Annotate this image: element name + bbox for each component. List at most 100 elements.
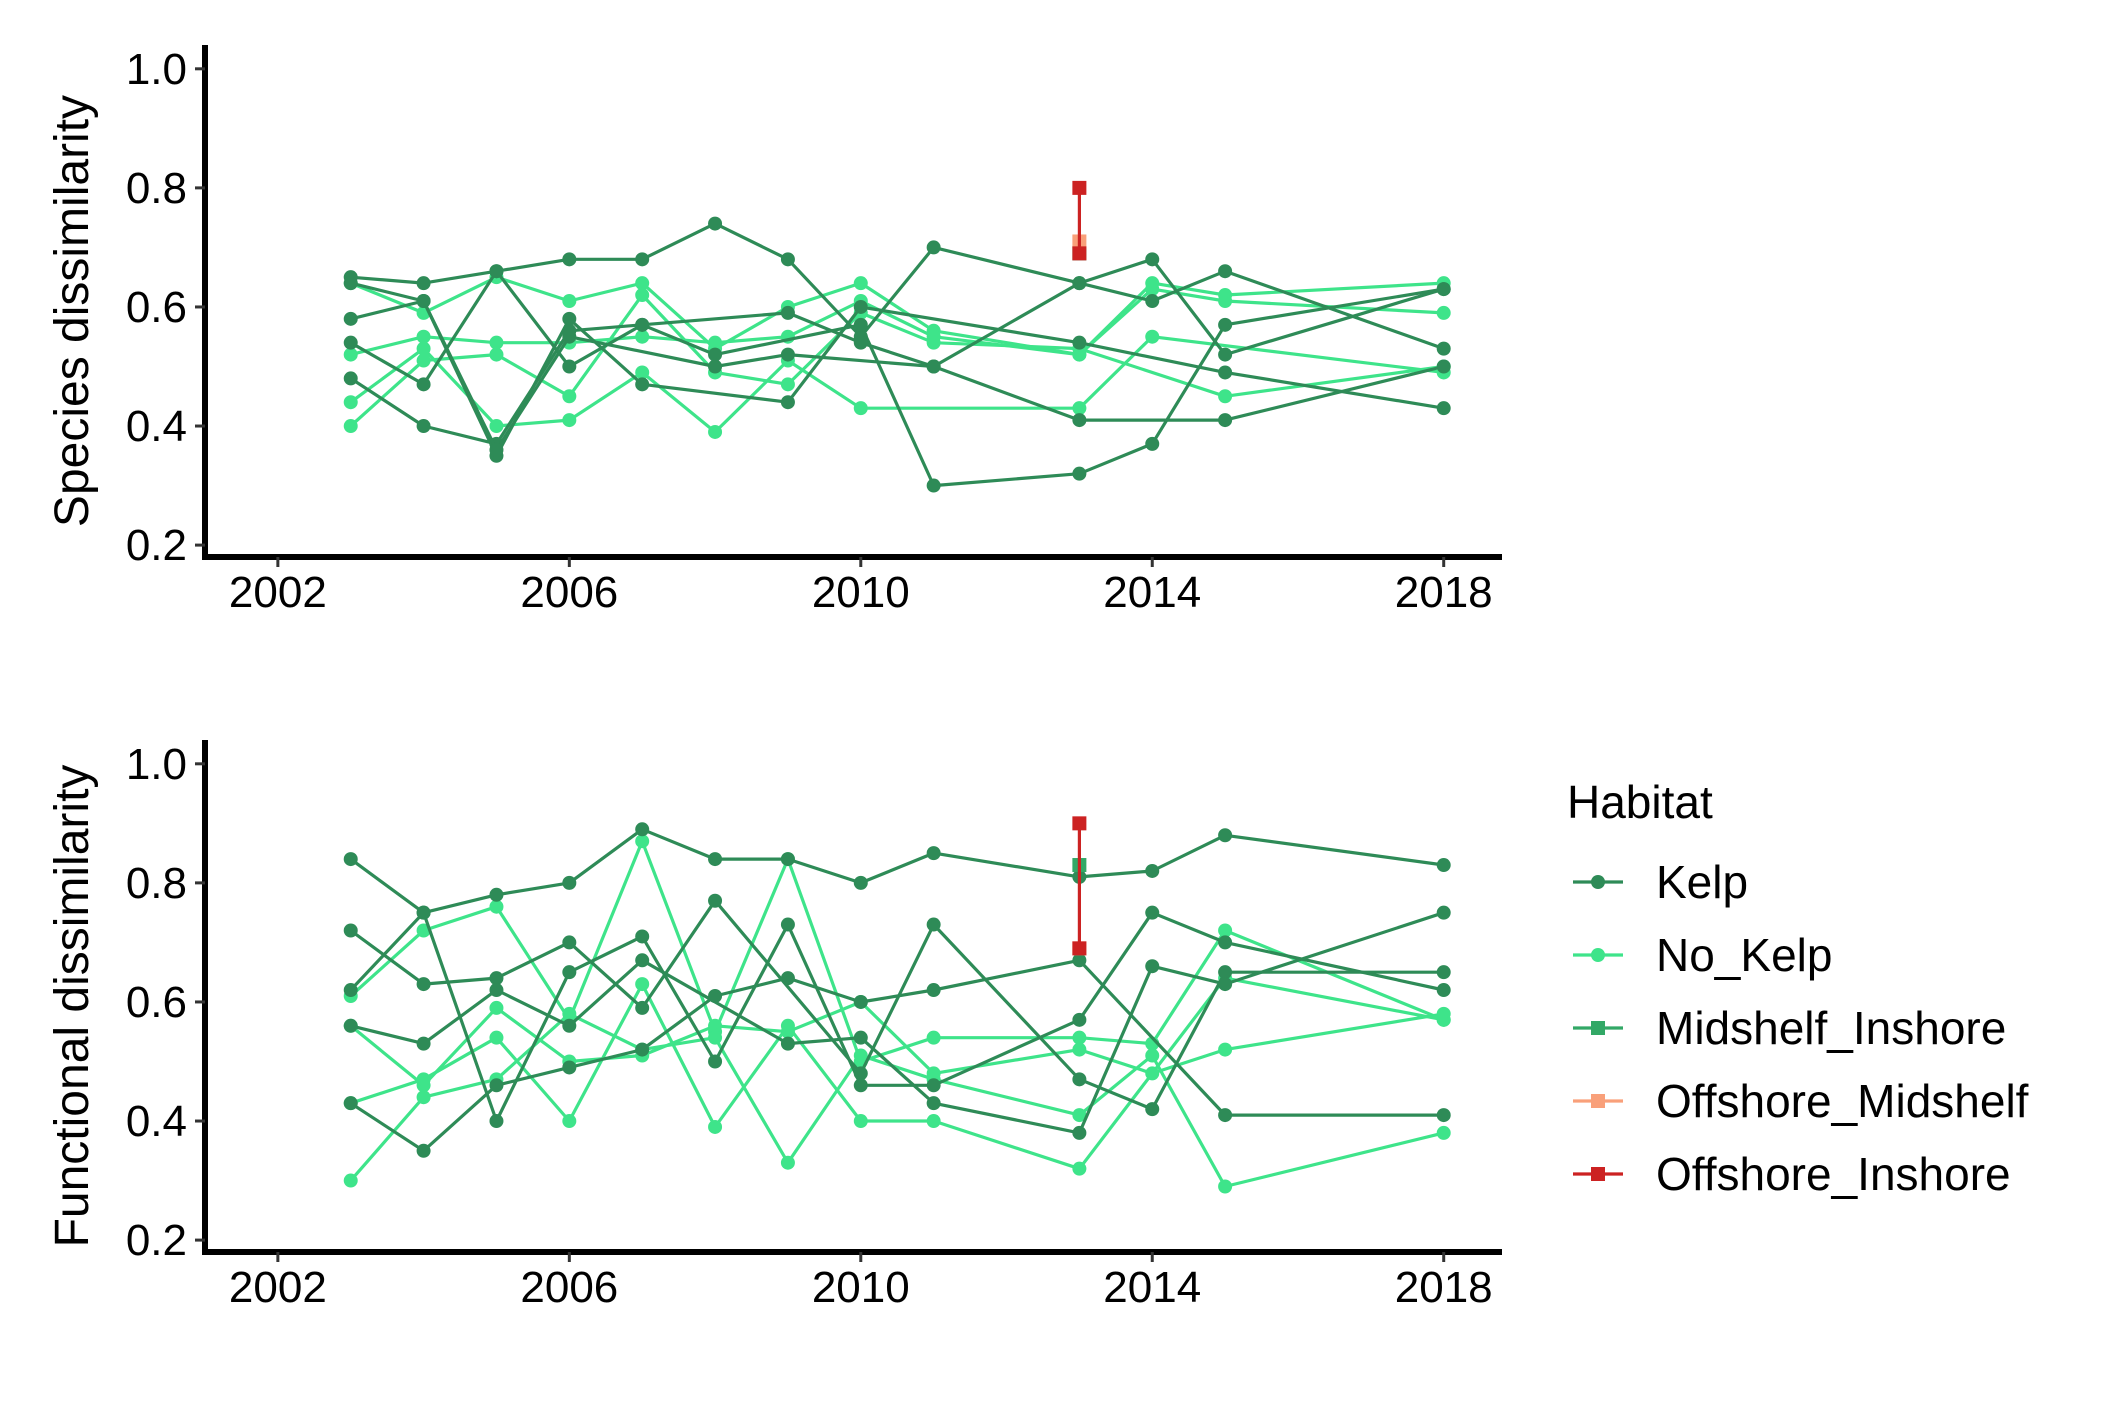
- data-point: [489, 1114, 504, 1129]
- data-point: [780, 917, 795, 932]
- data-point: [853, 276, 868, 291]
- data-point: [780, 305, 795, 320]
- data-point: [926, 983, 941, 998]
- data-point: [489, 419, 504, 434]
- data-point: [489, 887, 504, 902]
- data-point: [416, 1143, 431, 1158]
- data-point: [343, 852, 358, 867]
- data-point: [562, 965, 577, 980]
- data-point: [708, 335, 723, 350]
- data-point: [1218, 413, 1233, 428]
- series-kelp-0: [343, 822, 1451, 920]
- data-point: [780, 1018, 795, 1033]
- data-point: [343, 923, 358, 938]
- data-point: [343, 371, 358, 386]
- data-point: [489, 899, 504, 914]
- data-point: [1218, 294, 1233, 308]
- data-point: [1218, 1108, 1233, 1123]
- data-point: [416, 977, 431, 992]
- data-point: [1436, 401, 1451, 416]
- data-point: [926, 1030, 941, 1045]
- data-point: [708, 1018, 723, 1033]
- data-point: [1436, 282, 1451, 297]
- data-point: [635, 276, 650, 291]
- data-point: [853, 1114, 868, 1129]
- data-point: [1072, 1030, 1087, 1045]
- data-point: [708, 347, 723, 362]
- series-line: [349, 1000, 1444, 1087]
- data-point: [926, 917, 941, 932]
- data-point: [853, 317, 868, 332]
- data-point: [1218, 965, 1233, 980]
- x-tick-label: 2018: [1395, 568, 1493, 617]
- data-point: [926, 478, 941, 493]
- data-point: [853, 1078, 868, 1093]
- series-line: [349, 899, 1444, 1111]
- legend-label: No_Kelp: [1656, 929, 1832, 981]
- data-point: [489, 264, 504, 279]
- data-point: [780, 971, 795, 986]
- data-point: [416, 1072, 431, 1087]
- y-tick-label: 0.6: [126, 283, 187, 332]
- legend-label: Midshelf_Inshore: [1656, 1002, 2006, 1054]
- data-point: [708, 1054, 723, 1069]
- series-offshore-inshore-11: [1072, 180, 1087, 261]
- data-point: [1072, 466, 1087, 481]
- data-point: [416, 1036, 431, 1051]
- data-point: [635, 929, 650, 944]
- series-line: [349, 958, 1444, 1153]
- legend-item-offshore-inshore: Offshore_Inshore: [1573, 1148, 2011, 1200]
- data-point: [853, 401, 868, 416]
- data-point: [926, 359, 941, 374]
- data-point: [1072, 1125, 1087, 1140]
- series-line: [349, 269, 1444, 488]
- series-kelp-2: [343, 264, 1451, 493]
- data-point: [853, 299, 868, 314]
- data-point: [416, 377, 431, 392]
- data-point: [926, 240, 941, 255]
- data-point: [1145, 1048, 1160, 1063]
- data-point: [635, 1042, 650, 1057]
- data-point: [562, 294, 577, 308]
- data-point: [562, 252, 577, 267]
- series-line: [350, 299, 1444, 458]
- data-point: [1145, 282, 1160, 297]
- legend-item-offshore-midshelf: Offshore_Midshelf: [1573, 1075, 2029, 1127]
- data-point: [1072, 180, 1087, 195]
- legend-item-midshelf-inshore: Midshelf_Inshore: [1573, 1002, 2006, 1054]
- y-tick-label: 0.4: [126, 1097, 187, 1146]
- data-point: [343, 1096, 358, 1111]
- series-line: [349, 293, 1444, 428]
- data-point: [635, 822, 650, 837]
- data-point: [343, 311, 358, 326]
- data-point: [1218, 923, 1233, 938]
- data-point: [562, 1060, 577, 1075]
- y-tick-label: 0.8: [126, 164, 187, 213]
- series-kelp-2: [343, 905, 1451, 1129]
- data-point: [1218, 264, 1233, 279]
- data-point: [926, 335, 941, 350]
- x-tick-label: 2006: [520, 1263, 618, 1312]
- data-point: [853, 1030, 868, 1045]
- series-kelp-3: [343, 905, 1451, 1140]
- data-point: [416, 419, 431, 434]
- series-line: [350, 287, 1444, 357]
- data-point: [1436, 359, 1451, 374]
- data-point: [853, 875, 868, 890]
- data-point: [926, 1096, 941, 1111]
- data-point: [1436, 965, 1451, 980]
- data-point: [416, 276, 431, 291]
- data-point: [562, 1006, 577, 1021]
- legend-label: Kelp: [1656, 856, 1748, 908]
- data-point: [562, 329, 577, 344]
- data-point: [343, 395, 358, 410]
- data-point: [1072, 335, 1087, 350]
- data-point: [780, 377, 795, 392]
- data-point: [489, 971, 504, 986]
- data-point: [1145, 1102, 1160, 1117]
- data-point: [1436, 905, 1451, 920]
- data-point: [1436, 341, 1451, 356]
- x-tick-label: 2010: [812, 568, 910, 617]
- series-no-kelp-7: [343, 971, 1451, 1176]
